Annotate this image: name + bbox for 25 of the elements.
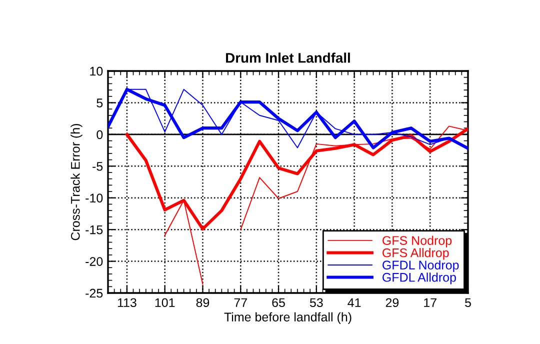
x-tick-label: 101 (155, 298, 175, 308)
x-axis-title: Time before landfall (h) (224, 312, 352, 324)
y-tick-label: -5 (92, 162, 103, 171)
y-tick-label: 5 (96, 98, 103, 108)
legend-label: GFDL Nodrop (382, 260, 459, 272)
y-tick-label: -15 (86, 226, 103, 234)
x-tick-label: 17 (424, 298, 436, 307)
y-tick-label: -10 (86, 194, 103, 203)
y-tick-label: -25 (86, 288, 103, 298)
x-tick-label: 41 (348, 298, 361, 307)
x-tick-label: 5 (465, 298, 471, 308)
x-tick-label: 65 (272, 298, 285, 308)
x-tick-label: 77 (234, 298, 247, 307)
legend-label: GFS Alldrop (382, 248, 449, 260)
x-tick-label: 29 (386, 298, 399, 308)
y-tick-label: 10 (90, 66, 103, 76)
x-tick-label: 53 (310, 298, 323, 308)
legend-label: GFS Nodrop (382, 236, 452, 248)
legend-label: GFDL Alldrop (382, 272, 456, 284)
x-tick-label: 113 (118, 298, 136, 308)
y-axis-title: Cross-Track Error (h) (70, 124, 82, 240)
x-tick-label: 89 (196, 298, 210, 308)
y-tick-label: 0 (96, 130, 103, 140)
chart-title: Drum Inlet Landfall (226, 52, 350, 63)
y-tick-label: -20 (86, 257, 103, 266)
